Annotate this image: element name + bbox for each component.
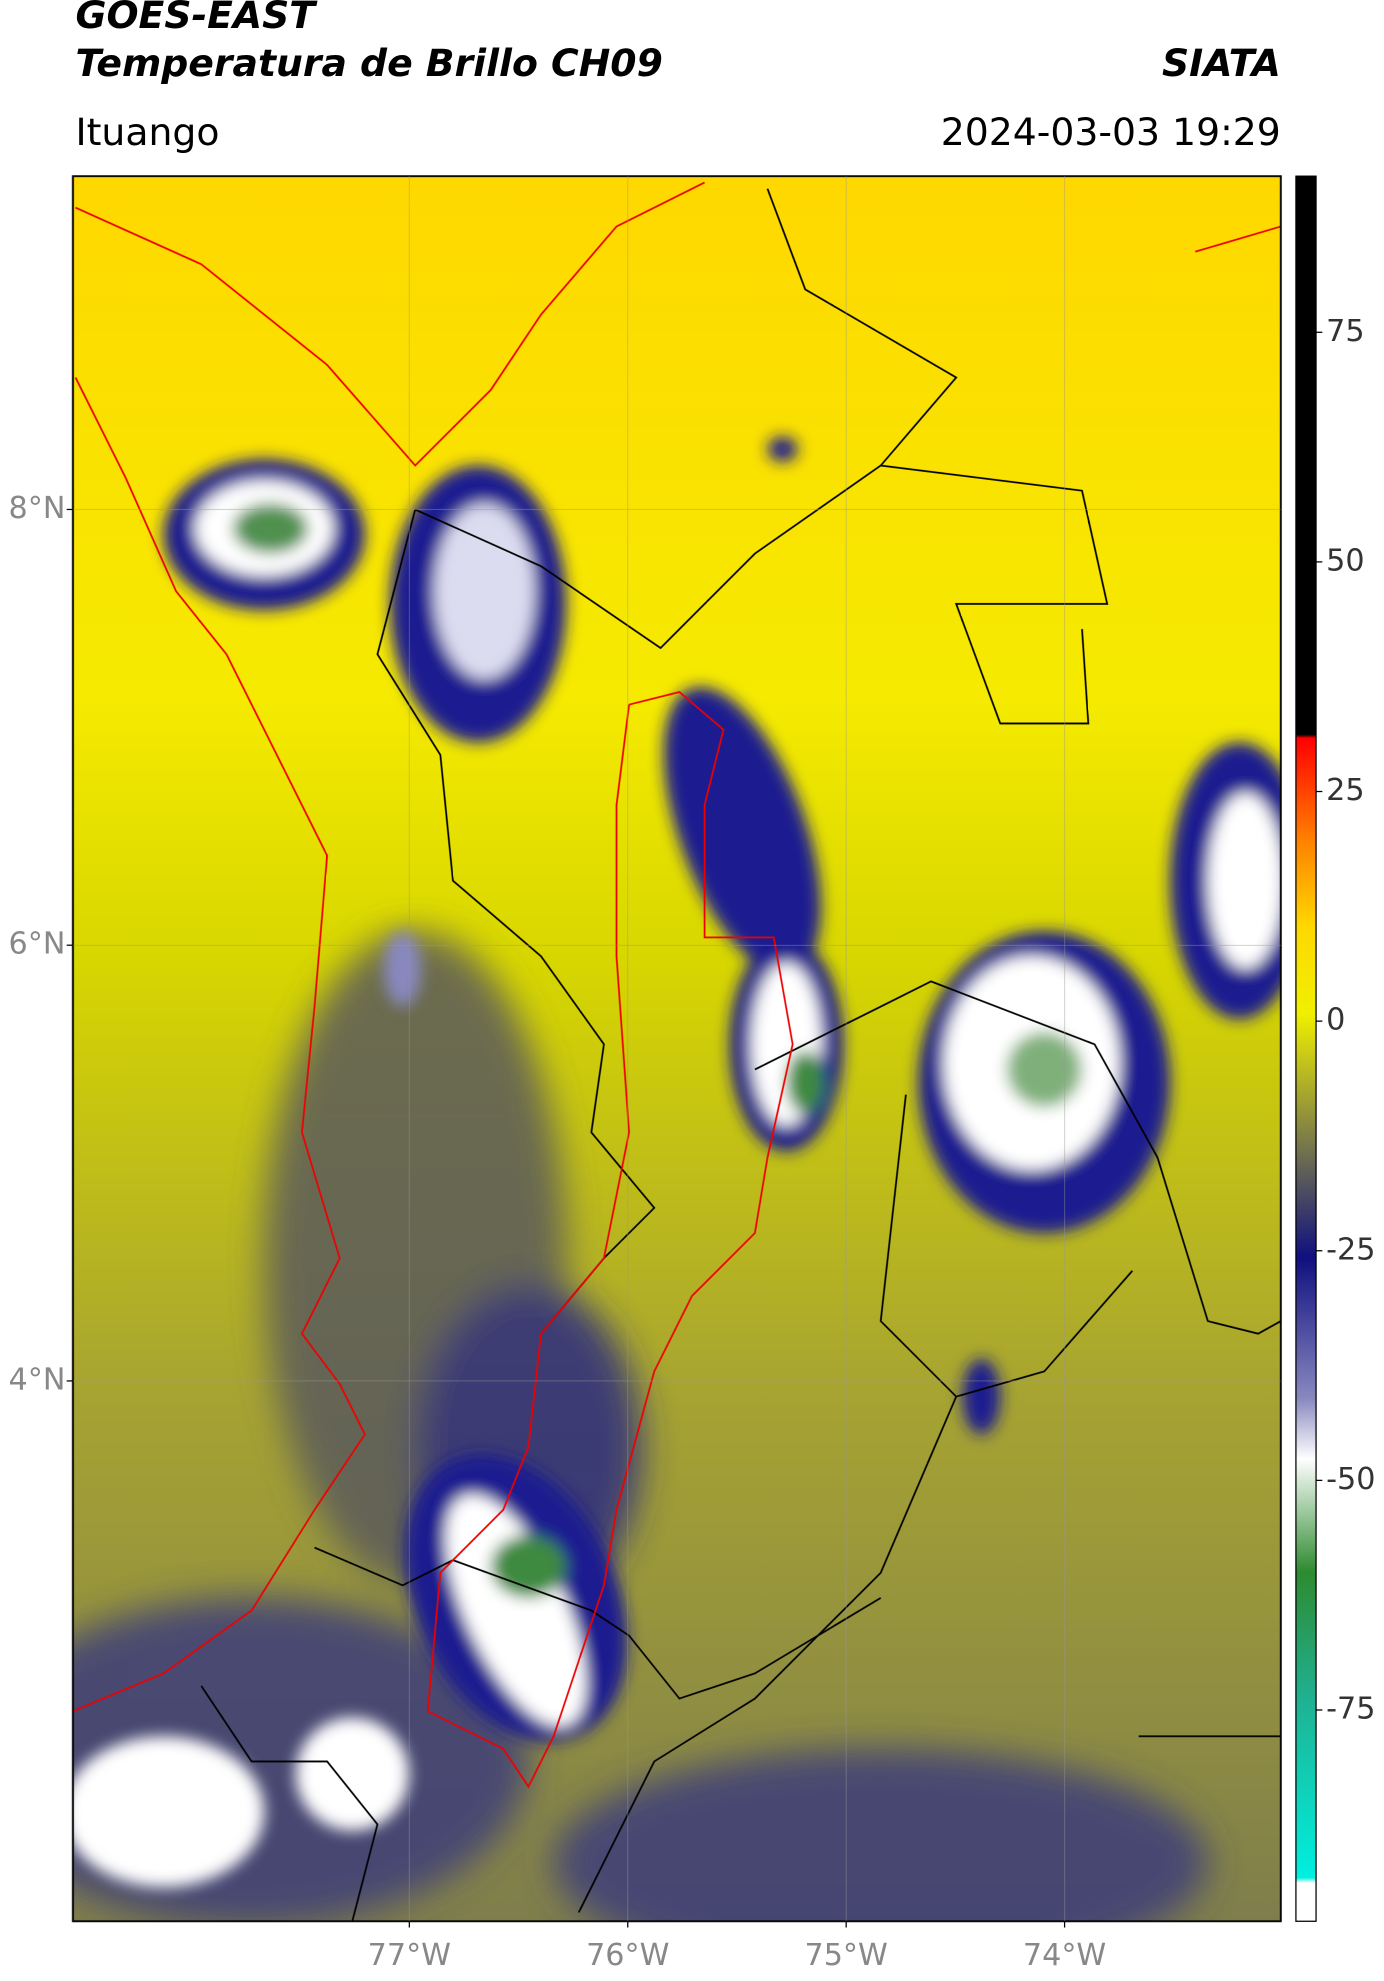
title: GOES-EAST — [75, 0, 318, 37]
colorbar-tick-label: 0 — [1326, 1003, 1345, 1038]
colorbar-tick-label: -25 — [1326, 1232, 1375, 1267]
colorbar-tick-label: 50 — [1326, 543, 1364, 578]
y-tick-label: 8°N — [9, 491, 66, 526]
y-tick-label: 4°N — [9, 1362, 66, 1397]
satellite-image — [72, 176, 1281, 1922]
x-tick-label: 76°W — [586, 1938, 669, 1973]
source: SIATA — [1162, 41, 1281, 85]
x-tick-label: 75°W — [804, 1938, 887, 1973]
x-tick-label: 77°W — [368, 1938, 451, 1973]
colorbar-tick-label: 25 — [1326, 773, 1364, 808]
colorbar-tick-label: 75 — [1326, 314, 1364, 349]
map-frame — [72, 175, 1282, 1923]
subtitle: Temperatura de Brillo CH09 — [75, 41, 662, 85]
y-tick-label: 6°N — [9, 927, 66, 962]
location: Ituango — [75, 110, 219, 154]
colorbar-tick-label: -50 — [1326, 1462, 1375, 1497]
timestamp: 2024-03-03 19:29 — [941, 110, 1281, 154]
colorbar-tick-label: -75 — [1326, 1691, 1375, 1726]
colorbar — [1295, 175, 1317, 1922]
x-tick-label: 74°W — [1023, 1938, 1106, 1973]
